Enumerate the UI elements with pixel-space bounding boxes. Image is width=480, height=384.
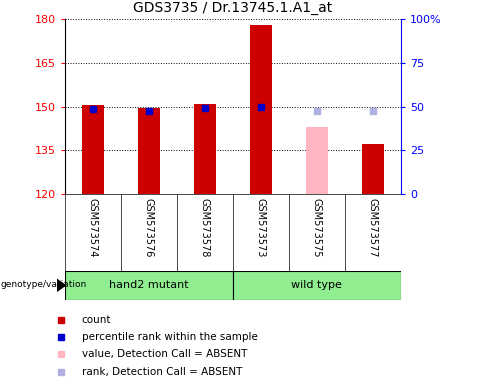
Text: percentile rank within the sample: percentile rank within the sample: [82, 332, 258, 342]
Text: wild type: wild type: [291, 280, 342, 290]
Text: GSM573575: GSM573575: [312, 198, 322, 257]
Bar: [361, 144, 384, 194]
Text: GSM573574: GSM573574: [88, 198, 98, 257]
Bar: [233, 271, 401, 300]
Bar: [193, 104, 216, 194]
Polygon shape: [57, 279, 65, 291]
Bar: [65, 271, 233, 300]
Text: count: count: [82, 314, 111, 325]
Text: GSM573577: GSM573577: [368, 198, 378, 257]
Bar: [82, 105, 104, 194]
Text: hand2 mutant: hand2 mutant: [109, 280, 189, 290]
Title: GDS3735 / Dr.13745.1.A1_at: GDS3735 / Dr.13745.1.A1_at: [133, 2, 333, 15]
Bar: [306, 127, 328, 194]
Text: genotype/variation: genotype/variation: [1, 280, 87, 290]
Text: GSM573573: GSM573573: [256, 198, 266, 257]
Text: GSM573578: GSM573578: [200, 198, 210, 257]
Bar: [138, 108, 160, 194]
Bar: [250, 25, 272, 194]
Text: GSM573576: GSM573576: [144, 198, 154, 257]
Text: value, Detection Call = ABSENT: value, Detection Call = ABSENT: [82, 349, 247, 359]
Text: rank, Detection Call = ABSENT: rank, Detection Call = ABSENT: [82, 366, 242, 377]
